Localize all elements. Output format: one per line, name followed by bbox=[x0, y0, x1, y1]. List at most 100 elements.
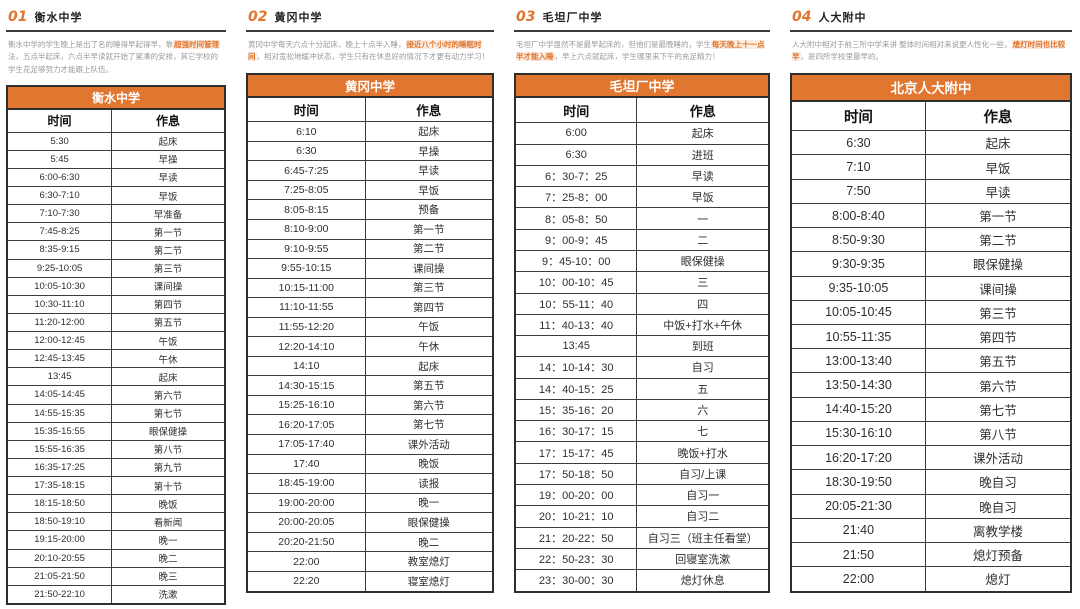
table-row: 21:50-22:10 洗漱 bbox=[6, 584, 226, 605]
time-cell: 21:05-21:50 bbox=[6, 566, 113, 586]
time-cell: 9:10-9:55 bbox=[246, 238, 366, 260]
table-row: 20:10-20:55 晚二 bbox=[6, 548, 226, 568]
activity-cell: 第五节 bbox=[111, 312, 226, 333]
table-row: 6:30-7:10 早饭 bbox=[6, 185, 226, 206]
table-row: 7:25-8:05 早饭 bbox=[246, 179, 494, 201]
activity-cell: 熄灯休息 bbox=[636, 569, 770, 593]
table-row: 8:05-8:15 预备 bbox=[246, 199, 494, 220]
activity-cell: 晚饭 bbox=[111, 494, 226, 514]
desc-text: 法，五点半起床，六点半早读就开始了紧凑的安排，其它学校的学生花足够努力才能跟上队… bbox=[8, 52, 218, 74]
section-number: 02 bbox=[248, 9, 268, 25]
desc-text: ，早上六点就起床，学生哪里来下午的充足精力！ bbox=[554, 52, 720, 62]
table-row: 13:45 起床 bbox=[6, 367, 226, 387]
table-row: 17：15-17：45 晚饭+打水 bbox=[514, 441, 770, 464]
time-cell: 14:10 bbox=[246, 355, 366, 377]
time-cell: 8:00-8:40 bbox=[790, 202, 926, 229]
table-row: 15:35-15:55 眼保健操 bbox=[6, 421, 226, 441]
table-row: 22:00 熄灯 bbox=[790, 566, 1072, 593]
table-row: 17:35-18:15 第十节 bbox=[6, 475, 226, 496]
time-cell: 13:50-14:30 bbox=[790, 372, 926, 398]
time-cell: 9:25-10:05 bbox=[6, 258, 113, 278]
table-header-row: 时间 作息 bbox=[6, 108, 226, 133]
school-column-maotanchang: 03 毛坦厂中学 毛坦厂中学虽然不是最早起床的，但他们是最晚睡的，学生每天晚上十… bbox=[514, 7, 770, 605]
activity-cell: 洗漱 bbox=[111, 584, 226, 605]
section-description: 毛坦厂中学虽然不是最早起床的，但他们是最晚睡的，学生每天晚上十一点半才能入睡，早… bbox=[516, 39, 768, 64]
time-cell: 12:00-12:45 bbox=[6, 330, 113, 351]
time-cell: 14：10-14：30 bbox=[514, 356, 638, 379]
activity-cell: 第三节 bbox=[364, 277, 494, 299]
activity-cell: 第六节 bbox=[364, 394, 494, 416]
activity-cell: 早读 bbox=[111, 167, 226, 188]
table-row: 16:20-17:05 第七节 bbox=[246, 414, 494, 435]
activity-cell: 寝室熄灯 bbox=[364, 570, 494, 593]
activity-cell: 第二节 bbox=[111, 240, 226, 260]
table-row: 6:45-7:25 早读 bbox=[246, 160, 494, 181]
table-row: 8:10-9:00 第一节 bbox=[246, 218, 494, 240]
time-cell: 14:05-14:45 bbox=[6, 385, 113, 405]
table-title: 黄冈中学 bbox=[246, 73, 494, 98]
table-row: 14:40-15:20 第七节 bbox=[790, 396, 1072, 422]
school-column-rdfz: 04 人大附中 人大附中相对于前三所中学来讲 整体时间相对来说更人性化一些，熄灯… bbox=[790, 7, 1072, 605]
activity-cell: 第二节 bbox=[924, 227, 1072, 253]
time-cell: 5:30 bbox=[6, 131, 113, 151]
time-cell: 15:35-15:55 bbox=[6, 421, 113, 441]
table-row: 14:55-15:35 第七节 bbox=[6, 403, 226, 423]
time-cell: 6:30-7:10 bbox=[6, 185, 113, 206]
table-row: 12:20-14:10 午休 bbox=[246, 336, 494, 357]
activity-cell: 看新闻 bbox=[111, 512, 226, 532]
table-row: 8:50-9:30 第二节 bbox=[790, 227, 1072, 253]
time-column-header: 时间 bbox=[514, 96, 638, 124]
time-cell: 23：30-00：30 bbox=[514, 569, 638, 593]
time-cell: 13:00-13:40 bbox=[790, 348, 926, 374]
activity-cell: 第七节 bbox=[364, 414, 494, 435]
activity-cell: 课间操 bbox=[111, 276, 226, 296]
activity-cell: 自习/上课 bbox=[636, 462, 770, 486]
table-row: 6:30 起床 bbox=[790, 130, 1072, 156]
desc-text: 毛坦厂中学虽然不是最早起床的，但他们是最晚睡的，学生 bbox=[516, 40, 711, 49]
activity-cell: 六 bbox=[636, 398, 770, 422]
section-header: 03 毛坦厂中学 bbox=[514, 7, 770, 32]
time-cell: 6:10 bbox=[246, 121, 366, 142]
activity-cell: 第一节 bbox=[924, 202, 1072, 229]
time-cell: 20：10-21：10 bbox=[514, 505, 638, 528]
table-title-row: 衡水中学 bbox=[6, 85, 226, 111]
activity-cell: 四 bbox=[636, 292, 770, 315]
activity-cell: 第六节 bbox=[924, 372, 1072, 398]
activity-cell: 第八节 bbox=[924, 420, 1072, 447]
time-cell: 21:40 bbox=[790, 517, 926, 543]
table-row: 18:15-18:50 晚饭 bbox=[6, 494, 226, 514]
table-row: 10:05-10:30 课间操 bbox=[6, 276, 226, 296]
activity-cell: 眼保健操 bbox=[364, 512, 494, 533]
time-cell: 13:45 bbox=[6, 367, 113, 387]
table-row: 10:15-11:00 第三节 bbox=[246, 277, 494, 299]
time-cell: 15:25-16:10 bbox=[246, 394, 366, 416]
table-header-row: 时间 作息 bbox=[246, 96, 494, 123]
table-row: 22:20 寝室熄灯 bbox=[246, 570, 494, 593]
table-row: 19:15-20:00 晚一 bbox=[6, 530, 226, 550]
activity-cell: 第五节 bbox=[924, 348, 1072, 374]
time-cell: 10:30-11:10 bbox=[6, 294, 113, 314]
table-row: 5:30 起床 bbox=[6, 131, 226, 151]
table-row: 6:30 进班 bbox=[514, 143, 770, 166]
time-cell: 7：25-8：00 bbox=[514, 186, 638, 209]
school-column-huanggang: 02 黄冈中学 黄冈中学每天六点十分起床，晚上十点半入睡，接近八个小时的睡眠时间… bbox=[246, 7, 494, 605]
table-row: 9：00-9：45 二 bbox=[514, 228, 770, 251]
time-cell: 20:20-21:50 bbox=[246, 531, 366, 553]
time-cell: 16:20-17:20 bbox=[790, 445, 926, 471]
table-row: 21:40 离教学楼 bbox=[790, 517, 1072, 543]
activity-cell: 课间操 bbox=[364, 258, 494, 279]
table-row: 9:25-10:05 第三节 bbox=[6, 258, 226, 278]
activity-cell: 眼保健操 bbox=[636, 249, 770, 273]
time-cell: 7:25-8:05 bbox=[246, 179, 366, 201]
table-title-row: 毛坦厂中学 bbox=[514, 73, 770, 98]
activity-cell: 晚三 bbox=[111, 566, 226, 586]
table-row: 22：50-23：30 回寝室洗漱 bbox=[514, 547, 770, 571]
table-row: 18:30-19:50 晚自习 bbox=[790, 469, 1072, 495]
activity-cell: 第五节 bbox=[364, 375, 494, 396]
table-row: 22:00 教室熄灯 bbox=[246, 551, 494, 572]
school-column-hengshui: 01 衡水中学 衡水中学的学生晚上是出了名的睡得早起得早，靠超强时间管理法，五点… bbox=[6, 7, 226, 606]
activity-cell: 午休 bbox=[364, 336, 494, 357]
table-row: 10:05-10:45 第三节 bbox=[790, 299, 1072, 326]
table-row: 11:55-12:20 午饭 bbox=[246, 316, 494, 338]
